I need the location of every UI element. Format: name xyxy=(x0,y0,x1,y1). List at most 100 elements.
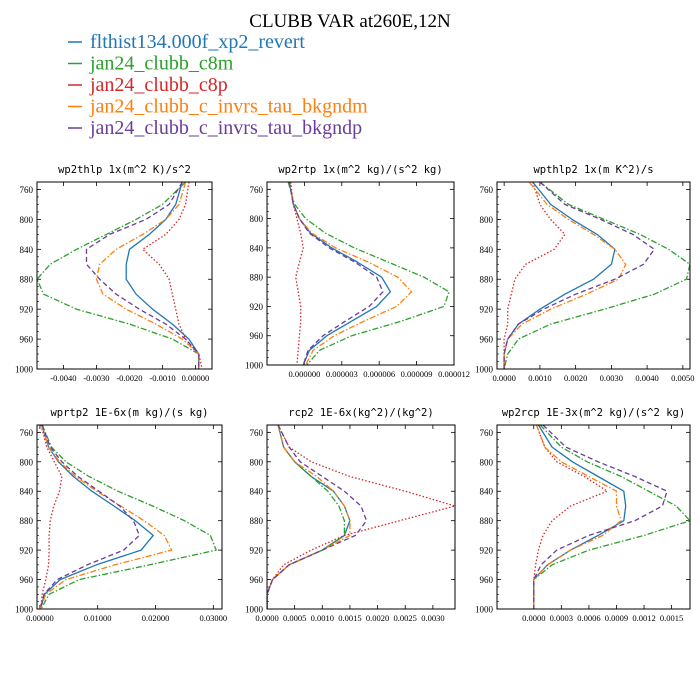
y-tick-label: 800 xyxy=(480,215,494,225)
x-tick-label: 0.00000 xyxy=(26,613,54,623)
plot-frame xyxy=(496,424,691,610)
y-tick-label: 880 xyxy=(20,275,34,285)
series-group xyxy=(267,425,455,609)
series-line xyxy=(503,182,566,369)
panel-title: rcp2 1E-6x(kg^2)/(kg^2) xyxy=(288,407,433,419)
x-tick-label: 0.02000 xyxy=(142,613,170,623)
series-group xyxy=(503,182,690,369)
panel-title: wp2rcp 1E-3x(m^2 kg)/(s^2 kg) xyxy=(502,407,685,419)
series-line xyxy=(40,425,217,609)
x-tick-label: -0.0010 xyxy=(149,373,175,383)
series-line xyxy=(39,425,154,609)
plot-frame xyxy=(36,181,213,370)
y-tick-label: 1000 xyxy=(15,365,34,375)
series-line xyxy=(39,425,63,609)
y-tick-label: 840 xyxy=(20,487,34,497)
series-line xyxy=(533,425,622,609)
y-tick-label: 1000 xyxy=(475,605,494,615)
series-line xyxy=(533,425,608,609)
panel-6: wp2rcp 1E-3x(m^2 kg)/(s^2 kg) 760 800 840 88… xyxy=(475,407,691,623)
x-tick-label: 0.000006 xyxy=(363,369,395,379)
series-line xyxy=(267,425,346,609)
x-tick-label: 0.0015 xyxy=(660,613,683,623)
y-tick-label: 880 xyxy=(480,275,494,285)
x-tick-label: 0.000000 xyxy=(288,369,320,379)
series-line xyxy=(287,182,450,365)
x-tick-label: 0.0006 xyxy=(577,613,600,623)
y-tick-label: 880 xyxy=(480,516,494,526)
series-line xyxy=(95,182,200,369)
y-tick-label: 920 xyxy=(20,546,34,556)
plot-frame xyxy=(266,424,456,610)
x-tick-label: 0.03000 xyxy=(200,613,228,623)
x-tick-label: 0.0000 xyxy=(522,613,545,623)
y-tick-label: 920 xyxy=(20,305,34,315)
x-tick-label: 0.0010 xyxy=(528,373,551,383)
y-tick-label: 960 xyxy=(480,575,494,585)
series-line xyxy=(533,425,627,609)
legend-entry: jan24_clubb_c8p xyxy=(68,74,228,96)
plot-frame xyxy=(266,181,455,366)
plot-frame xyxy=(36,424,223,610)
series-line xyxy=(288,182,392,365)
legend-entry: jan24_clubb_c_invrs_tau_bkgndp xyxy=(68,117,362,139)
series-line xyxy=(267,425,351,609)
x-tick-label: 0.000003 xyxy=(326,369,358,379)
legend-entry: flthist134.000f_xp2_revert xyxy=(68,31,305,53)
y-tick-label: 760 xyxy=(20,185,34,195)
legend-label: jan24_clubb_c8p xyxy=(89,74,228,96)
y-tick-label: 1000 xyxy=(15,605,34,615)
series-line xyxy=(37,182,200,369)
y-tick-label: 1000 xyxy=(475,365,494,375)
panel-title: wpthlp2 1x(m K^2)/s xyxy=(533,164,653,176)
series-group xyxy=(533,425,690,609)
x-tick-label: 0.000012 xyxy=(438,369,470,379)
legend-entry: jan24_clubb_c_invrs_tau_bkgndm xyxy=(68,96,368,118)
series-line xyxy=(288,182,413,365)
series-line xyxy=(39,425,140,609)
x-tick-label: 0.0040 xyxy=(635,373,658,383)
plot-frame xyxy=(496,181,691,370)
y-tick-label: 760 xyxy=(480,185,494,195)
x-tick-label: 0.0000 xyxy=(492,373,515,383)
y-tick-label: 840 xyxy=(20,245,34,255)
y-tick-label: 760 xyxy=(250,428,264,438)
panel-2: wp2rtp 1x(m^2 kg)/(s^2 kg) 760 800 840 880 92… xyxy=(245,164,470,379)
x-tick-label: 0.0020 xyxy=(564,373,587,383)
y-tick-label: 920 xyxy=(250,302,264,312)
x-tick-label: 0.01000 xyxy=(84,613,112,623)
y-tick-label: 840 xyxy=(480,487,494,497)
legend-label: jan24_clubb_c_invrs_tau_bkgndp xyxy=(89,117,362,139)
series-group xyxy=(37,182,203,369)
y-tick-label: 840 xyxy=(250,487,264,497)
x-tick-label: 0.00000 xyxy=(182,373,210,383)
series-line xyxy=(503,182,690,369)
series-line xyxy=(503,182,627,369)
y-tick-label: 880 xyxy=(20,516,34,526)
y-tick-label: 920 xyxy=(480,546,494,556)
series-line xyxy=(267,425,455,609)
x-tick-label: 0.0010 xyxy=(311,613,334,623)
panel-4: wprtp2 1E-6x(m kg)/(s kg) 760 800 840 880 920… xyxy=(15,407,227,623)
x-tick-label: -0.0030 xyxy=(83,373,109,383)
x-tick-label: 0.0025 xyxy=(394,613,417,623)
series-line xyxy=(533,425,668,609)
legend-label: flthist134.000f_xp2_revert xyxy=(90,31,305,53)
x-tick-label: 0.0000 xyxy=(255,613,278,623)
figure-title: CLUBB VAR at260E,12N xyxy=(249,11,451,32)
y-tick-label: 960 xyxy=(250,331,264,341)
series-line xyxy=(267,425,351,609)
y-tick-label: 1000 xyxy=(245,605,264,615)
series-group xyxy=(287,182,450,365)
x-tick-label: 0.000009 xyxy=(401,369,433,379)
y-tick-label: 960 xyxy=(250,575,264,585)
y-tick-label: 800 xyxy=(20,215,34,225)
y-tick-label: 760 xyxy=(250,185,264,195)
x-tick-label: 0.0030 xyxy=(600,373,623,383)
series-line xyxy=(503,182,616,369)
legend-label: jan24_clubb_c_invrs_tau_bkgndm xyxy=(89,96,368,118)
series-line xyxy=(125,182,200,369)
x-tick-label: 0.0015 xyxy=(338,613,361,623)
legend-label: jan24_clubb_c8m xyxy=(89,53,234,75)
